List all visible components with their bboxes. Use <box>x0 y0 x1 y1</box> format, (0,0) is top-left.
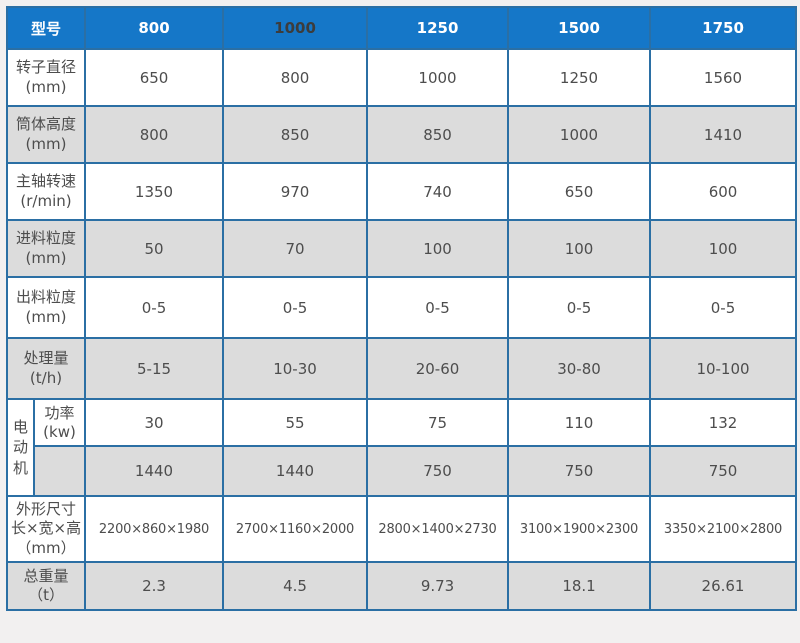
spec-value-cell: 20-60 <box>366 337 510 400</box>
spec-value-cell: 18.1 <box>507 561 652 611</box>
spec-value-cell: 3100×1900×2300 <box>507 495 652 563</box>
spec-value-cell: 850 <box>366 105 510 164</box>
row-weight: 总重量 （t） 2.3 4.5 9.73 18.1 26.61 <box>5 561 798 611</box>
row-feed-size: 进料粒度 (mm) 50 70 100 100 100 <box>5 219 798 278</box>
spec-value-cell: 10-30 <box>222 337 369 400</box>
row-label-capacity: 处理量 (t/h) <box>5 337 87 400</box>
row-label-unit: (r/min) <box>20 191 72 210</box>
row-label-unit: (mm) <box>25 307 67 326</box>
row-label-text: 主轴转速 <box>16 172 77 190</box>
spec-value-cell: 30-80 <box>507 337 652 400</box>
spec-value-cell: 750 <box>649 445 798 497</box>
row-rotor-diameter: 转子直径 (mm) 650 800 1000 1250 1560 <box>5 48 798 107</box>
row-label-unit: (mm) <box>25 77 67 96</box>
row-discharge-size: 出料粒度 (mm) 0-5 0-5 0-5 0-5 0-5 <box>5 276 798 339</box>
spec-value-cell: 26.61 <box>649 561 798 611</box>
row-label-text: 处理量 <box>23 349 69 367</box>
spec-value-cell: 0-5 <box>222 276 369 339</box>
row-motor-power: 电动机 功率 (kw) 30 55 75 110 132 <box>6 398 798 497</box>
spec-value-cell: 800 <box>222 48 369 107</box>
spec-value-cell: 970 <box>222 162 369 221</box>
spec-value-cell: 132 <box>649 398 798 447</box>
spec-value-cell: 1000 <box>366 48 510 107</box>
row-label-text: 外形尺寸 <box>16 499 77 518</box>
row-label-text: 筒体高度 <box>16 115 77 133</box>
spec-value-cell: 600 <box>649 162 798 221</box>
spec-value-cell: 100 <box>366 219 510 278</box>
row-label-cylinder-height: 筒体高度 (mm) <box>5 105 87 164</box>
spec-value-cell: 750 <box>366 445 510 497</box>
spec-value-cell: 50 <box>84 219 225 278</box>
row-label-text: 转子直径 <box>16 58 77 76</box>
spec-value-cell: 1000 <box>507 105 652 164</box>
row-dimensions: 外形尺寸 长×宽×高 （mm） 2200×860×1980 2700×1160×… <box>5 495 798 563</box>
row-label-unit: （mm） <box>16 538 76 557</box>
model-col-1000: 1000 <box>222 6 369 50</box>
model-header-label: 型号 <box>5 6 87 50</box>
row-motor-speed: 1440 1440 750 750 750 <box>7 445 798 497</box>
row-label-discharge-size: 出料粒度 (mm) <box>5 276 87 339</box>
spec-value-cell: 650 <box>84 48 225 107</box>
spec-table: 型号 800 1000 1250 1500 1750 转子直径 (mm) 650… <box>5 6 798 611</box>
spec-value-cell: 30 <box>84 398 225 447</box>
row-label-unit: （t） <box>28 586 64 604</box>
row-label-unit: (mm) <box>25 134 67 153</box>
row-label-weight: 总重量 （t） <box>5 561 87 611</box>
model-col-1250: 1250 <box>366 6 510 50</box>
spec-value-cell: 0-5 <box>507 276 652 339</box>
row-cylinder-height: 筒体高度 (mm) 800 850 850 1000 1410 <box>5 105 798 164</box>
spec-value-cell: 0-5 <box>649 276 798 339</box>
spec-value-cell: 2.3 <box>84 561 225 611</box>
spec-value-cell: 1440 <box>222 445 369 497</box>
row-label-feed-size: 进料粒度 (mm) <box>5 219 87 278</box>
spec-value-cell: 9.73 <box>366 561 510 611</box>
spec-value-cell: 2200×860×1980 <box>84 495 225 563</box>
spec-value-cell: 100 <box>649 219 798 278</box>
model-col-1500: 1500 <box>507 6 652 50</box>
row-label-text: 长×宽×高 <box>10 519 82 538</box>
spec-value-cell: 100 <box>507 219 652 278</box>
motor-group-label: 电动机 <box>6 398 35 497</box>
model-col-800: 800 <box>84 6 225 50</box>
spec-value-cell: 1560 <box>649 48 798 107</box>
spec-value-cell: 3350×2100×2800 <box>649 495 798 563</box>
model-col-1750: 1750 <box>649 6 798 50</box>
spec-value-cell: 1250 <box>507 48 652 107</box>
spec-value-cell: 0-5 <box>84 276 225 339</box>
spec-value-cell: 2700×1160×2000 <box>222 495 369 563</box>
spec-value-cell: 750 <box>507 445 652 497</box>
row-label-text: 进料粒度 <box>16 229 77 247</box>
row-label-spindle-speed: 主轴转速 (r/min) <box>5 162 87 221</box>
header-row: 型号 800 1000 1250 1500 1750 <box>5 6 798 50</box>
spec-value-cell: 0-5 <box>366 276 510 339</box>
spec-value-cell: 70 <box>222 219 369 278</box>
row-label-dimensions: 外形尺寸 长×宽×高 （mm） <box>5 495 87 563</box>
spec-value-cell: 5-15 <box>84 337 225 400</box>
spec-value-cell: 1410 <box>649 105 798 164</box>
spec-value-cell: 800 <box>84 105 225 164</box>
row-spindle-speed: 主轴转速 (r/min) 1350 970 740 650 600 <box>5 162 798 221</box>
row-label-unit: (kw) <box>43 422 76 441</box>
motor-power-label: 功率 (kw) <box>32 398 87 447</box>
spec-value-cell: 650 <box>507 162 652 221</box>
row-capacity: 处理量 (t/h) 5-15 10-30 20-60 30-80 10-100 <box>5 337 798 400</box>
row-label-text: 功率 <box>44 403 75 422</box>
spec-value-cell: 10-100 <box>649 337 798 400</box>
spec-value-cell: 850 <box>222 105 369 164</box>
row-label-unit: (t/h) <box>29 368 63 387</box>
spec-value-cell: 1440 <box>84 445 225 497</box>
row-label-text: 出料粒度 <box>16 288 77 306</box>
row-label-unit: (mm) <box>25 248 67 267</box>
spec-value-cell: 55 <box>222 398 369 447</box>
page-wrapper: 型号 800 1000 1250 1500 1750 转子直径 (mm) 650… <box>5 6 798 611</box>
row-label-rotor-diameter: 转子直径 (mm) <box>5 48 87 107</box>
spec-value-cell: 4.5 <box>222 561 369 611</box>
spec-value-cell: 740 <box>366 162 510 221</box>
spec-value-cell: 2800×1400×2730 <box>366 495 510 563</box>
spec-value-cell: 75 <box>366 398 510 447</box>
motor-speed-label-empty <box>32 445 87 497</box>
spec-value-cell: 1350 <box>84 162 225 221</box>
row-label-text: 总重量 <box>23 566 69 585</box>
spec-value-cell: 110 <box>507 398 652 447</box>
